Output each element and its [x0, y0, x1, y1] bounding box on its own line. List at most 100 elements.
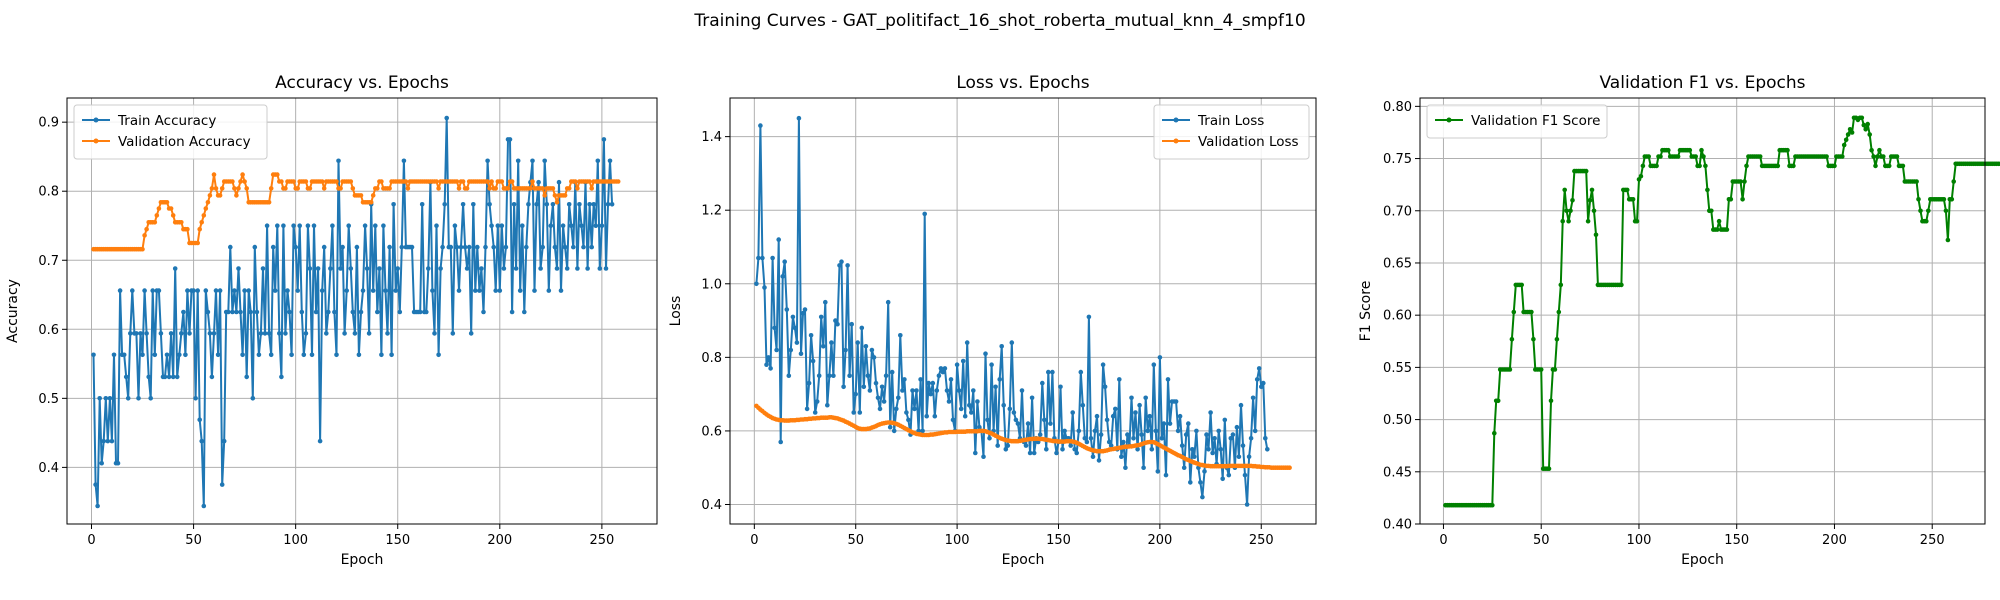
data-point	[275, 172, 280, 177]
data-point	[320, 179, 325, 184]
data-point	[928, 392, 933, 397]
data-point	[1202, 469, 1207, 474]
data-point	[1918, 209, 1923, 214]
data-point	[522, 310, 527, 315]
data-point	[1666, 148, 1671, 153]
data-point	[1152, 362, 1157, 367]
data-point	[177, 353, 182, 358]
data-point	[926, 381, 931, 386]
data-point	[581, 245, 586, 250]
y-tick-label: 0.70	[1383, 204, 1412, 219]
data-point	[1699, 148, 1704, 153]
data-point	[297, 223, 302, 228]
data-point	[610, 202, 615, 207]
data-point	[1570, 198, 1575, 203]
data-point	[434, 179, 439, 184]
data-point	[1860, 116, 1865, 121]
data-point	[1590, 188, 1595, 193]
data-point	[236, 186, 241, 191]
data-point	[1235, 425, 1240, 430]
data-point	[963, 414, 968, 419]
data-point	[461, 202, 466, 207]
data-point	[813, 410, 818, 415]
data-point	[1658, 154, 1663, 159]
data-point	[1263, 436, 1268, 441]
data-point	[955, 362, 960, 367]
data-point	[888, 425, 893, 430]
data-point	[226, 310, 231, 315]
data-point	[563, 245, 568, 250]
data-point	[1131, 436, 1136, 441]
data-point	[754, 282, 759, 287]
data-point	[304, 331, 309, 336]
data-point	[831, 373, 836, 378]
data-point	[608, 159, 613, 164]
data-point	[538, 266, 543, 271]
data-point	[373, 223, 378, 228]
data-point	[481, 310, 486, 315]
data-point	[489, 223, 494, 228]
data-point	[1174, 399, 1179, 404]
data-point	[1914, 179, 1919, 184]
data-point	[591, 202, 596, 207]
data-point	[845, 263, 850, 268]
data-point	[780, 274, 785, 279]
data-point	[965, 340, 970, 345]
data-point	[1180, 443, 1185, 448]
data-point	[577, 202, 582, 207]
data-point	[766, 355, 771, 360]
data-point	[398, 310, 403, 315]
data-point	[479, 266, 484, 271]
data-point	[457, 288, 462, 293]
data-point	[1117, 377, 1122, 382]
data-point	[463, 245, 468, 250]
data-point	[471, 202, 476, 207]
data-point	[1869, 148, 1874, 153]
data-point	[571, 245, 576, 250]
data-point	[230, 179, 235, 184]
data-point	[1218, 447, 1223, 452]
data-point	[304, 179, 309, 184]
data-point	[1844, 138, 1849, 143]
data-point	[1901, 164, 1906, 169]
chart-title: Validation F1 vs. Epochs	[1600, 73, 1806, 93]
data-point	[876, 396, 881, 401]
data-point	[371, 288, 376, 293]
data-point	[316, 266, 321, 271]
chart-panel-3: Validation F1 vs. Epochs0 50 100 150 200 2500…	[1358, 73, 2000, 568]
data-point	[295, 186, 300, 191]
data-point	[420, 202, 425, 207]
data-point	[776, 237, 781, 242]
data-point	[214, 186, 219, 191]
data-point	[1840, 154, 1845, 159]
data-point	[1249, 436, 1254, 441]
chart-panel-2: Loss vs. Epochs0 50 100 150 200 2500.40.60.81…	[668, 73, 1316, 568]
data-point	[1562, 188, 1567, 193]
data-point	[995, 443, 1000, 448]
data-point	[97, 396, 102, 401]
data-point	[999, 344, 1004, 349]
data-point	[510, 310, 515, 315]
data-point	[1776, 164, 1781, 169]
data-point	[1077, 429, 1082, 434]
data-point	[1103, 385, 1108, 390]
data-point	[1190, 447, 1195, 452]
x-tick-label: 50	[185, 533, 202, 548]
data-point	[1139, 432, 1144, 437]
data-point	[1042, 418, 1047, 423]
data-point	[1216, 429, 1221, 434]
data-point	[246, 288, 251, 293]
data-point	[340, 245, 345, 250]
x-tick-label: 100	[283, 533, 308, 548]
data-point	[353, 331, 358, 336]
data-point	[1916, 197, 1921, 202]
legend-label: Train Loss	[1197, 113, 1264, 129]
data-point	[555, 200, 560, 205]
data-point	[424, 310, 429, 315]
data-point	[197, 417, 202, 422]
data-point	[434, 223, 439, 228]
data-point	[289, 353, 294, 358]
data-point	[1529, 310, 1534, 315]
data-point	[569, 223, 574, 228]
data-point	[1639, 174, 1644, 179]
